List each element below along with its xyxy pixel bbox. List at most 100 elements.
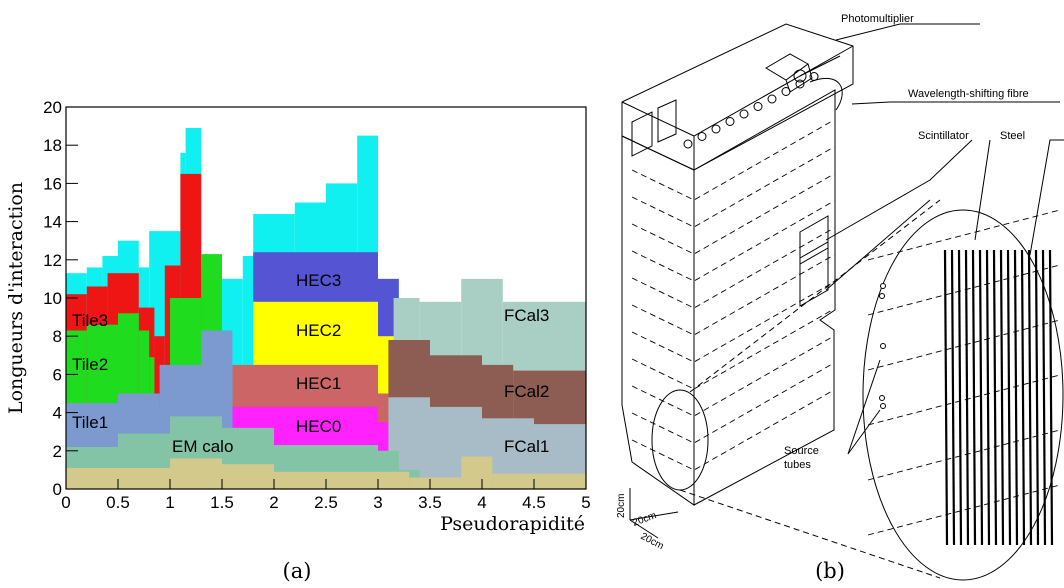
module-front-face bbox=[621, 135, 695, 506]
scintillator-tile-upper bbox=[799, 215, 829, 265]
tile-period-line bbox=[631, 335, 835, 417]
tile-period-line bbox=[631, 254, 835, 336]
source-tube-icon bbox=[880, 283, 886, 289]
scale-label-horizontal: 20cm bbox=[631, 510, 658, 529]
x-tick-label: 2.5 bbox=[314, 493, 338, 512]
x-tick-label: 3.5 bbox=[418, 493, 442, 512]
tile-period-line bbox=[631, 308, 835, 390]
girder-outline bbox=[621, 23, 854, 171]
chart-fills bbox=[66, 128, 586, 490]
area-material bbox=[409, 477, 462, 489]
photomultiplier-tube-icon bbox=[793, 69, 807, 83]
y-tick-label: 14 bbox=[43, 213, 62, 232]
leader-photomultiplier bbox=[835, 23, 980, 41]
steel-plate bbox=[957, 249, 963, 546]
detail-steel-scintillator-stack bbox=[867, 209, 1061, 546]
area-material bbox=[66, 468, 170, 489]
region-label-hec1: HEC1 bbox=[296, 374, 341, 393]
y-tick-label: 2 bbox=[53, 442, 62, 461]
steel-plate bbox=[943, 249, 949, 546]
tile-period-lines bbox=[631, 119, 835, 471]
tile-module-drawing: Photomultiplier Wavelength-shifting fibr… bbox=[616, 13, 1064, 583]
tile-period-line bbox=[631, 173, 835, 255]
region-label-hec2: HEC2 bbox=[296, 321, 341, 340]
y-tick-label: 18 bbox=[43, 136, 62, 155]
tile-period-line bbox=[631, 227, 835, 309]
period-line bbox=[867, 374, 1061, 426]
x-tick-label: 2 bbox=[269, 493, 278, 512]
girder-hole-icon bbox=[767, 94, 777, 104]
x-tick-label: 4.5 bbox=[522, 493, 546, 512]
area-material bbox=[461, 456, 493, 489]
region-label-em-calo: EM calo bbox=[172, 437, 233, 456]
caption-a: (a) bbox=[283, 559, 312, 583]
x-tick-label: 1.5 bbox=[210, 493, 234, 512]
period-line bbox=[867, 484, 1061, 536]
period-line bbox=[867, 264, 1061, 316]
period-line bbox=[867, 319, 1061, 371]
region-label-hec0: HEC0 bbox=[296, 417, 341, 436]
region-label-fcal1: FCal1 bbox=[504, 437, 549, 456]
label-wls-fibre: Wavelength-shifting fibre bbox=[908, 88, 1029, 100]
y-tick-label: 10 bbox=[43, 289, 62, 308]
girder-hole-icon bbox=[739, 109, 749, 119]
steel-plate bbox=[964, 249, 970, 546]
girder-hole-icon bbox=[753, 102, 763, 111]
label-source: Source bbox=[784, 445, 819, 457]
y-tick-label: 4 bbox=[53, 404, 62, 423]
y-axis-label: Longueurs d'interaction bbox=[5, 182, 27, 414]
y-tick-label: 0 bbox=[53, 480, 62, 499]
tile-period-line bbox=[631, 119, 835, 201]
leader-fibre bbox=[851, 101, 1060, 105]
tile-period-line bbox=[631, 146, 835, 228]
area-material bbox=[274, 471, 410, 489]
steel-plate bbox=[1013, 249, 1019, 546]
tile-period-line bbox=[631, 200, 835, 282]
label-steel: Steel bbox=[1000, 130, 1025, 142]
girder-hole-icon bbox=[711, 124, 721, 134]
steel-plate bbox=[1006, 249, 1012, 546]
leader-source-tubes bbox=[847, 359, 881, 455]
area-material bbox=[170, 458, 222, 489]
label-scintillator: Scintillator bbox=[918, 130, 969, 142]
leader-scintillator-steel bbox=[825, 139, 1064, 291]
x-tick-label: 0.5 bbox=[106, 493, 130, 512]
label-tubes: tubes bbox=[784, 459, 811, 471]
steel-plate bbox=[1048, 249, 1054, 546]
detail-connector-lines bbox=[679, 199, 941, 579]
steel-plate bbox=[1027, 249, 1033, 546]
tile-period-line bbox=[631, 281, 835, 363]
x-tick-label: 0 bbox=[61, 493, 70, 512]
region-label-hec3: HEC3 bbox=[296, 271, 341, 290]
scale-label-vertical: 20cm bbox=[616, 494, 627, 518]
fibre-route bbox=[799, 55, 843, 111]
steel-plate bbox=[999, 249, 1005, 546]
scale-axes bbox=[629, 488, 679, 539]
y-tick-label: 6 bbox=[53, 365, 62, 384]
caption-b: (b) bbox=[815, 559, 845, 583]
steel-plate bbox=[1034, 249, 1040, 546]
scintillator-tile-lower bbox=[799, 241, 829, 307]
x-axis-label: Pseudorapidité bbox=[440, 513, 585, 535]
girder-edges bbox=[621, 45, 854, 170]
axis-ticks: 0 0.5 1 1.5 2 2.5 3 3.5 4 4.5 5 0 2 4 6 8 10 12 14 16 18 20 bbox=[43, 98, 591, 512]
x-tick-label: 1 bbox=[165, 493, 174, 512]
source-tube-icon bbox=[879, 293, 885, 299]
y-tick-label: 8 bbox=[53, 327, 62, 346]
steel-plate bbox=[992, 249, 998, 546]
area-material bbox=[222, 464, 274, 489]
tile-period-line bbox=[631, 362, 835, 444]
interaction-length-chart: 0 0.5 1 1.5 2 2.5 3 3.5 4 4.5 5 0 2 4 6 8 10 12 14 16 18 20 L… bbox=[5, 98, 591, 583]
area-material bbox=[492, 473, 586, 489]
steel-plate bbox=[985, 249, 991, 546]
region-label-tile2: Tile2 bbox=[72, 355, 108, 374]
region-label-tile1: Tile1 bbox=[72, 413, 108, 432]
region-label-tile3: Tile3 bbox=[72, 311, 108, 330]
module-side-face bbox=[693, 89, 836, 506]
x-tick-label: 5 bbox=[581, 493, 590, 512]
period-line bbox=[867, 209, 1061, 261]
steel-plate bbox=[950, 249, 956, 546]
period-line bbox=[867, 429, 1061, 481]
x-tick-label: 3 bbox=[373, 493, 382, 512]
